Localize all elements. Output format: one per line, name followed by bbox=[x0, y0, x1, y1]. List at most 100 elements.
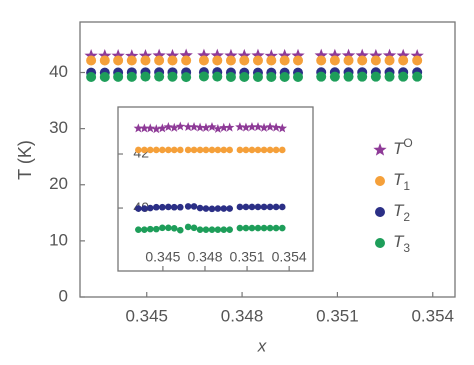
point bbox=[176, 146, 184, 154]
point bbox=[248, 203, 256, 211]
point bbox=[266, 224, 274, 232]
point bbox=[254, 146, 262, 154]
point bbox=[384, 71, 395, 82]
legend-label: TO bbox=[393, 136, 413, 158]
star-point bbox=[139, 123, 150, 133]
point bbox=[278, 203, 286, 211]
point bbox=[202, 205, 210, 212]
point bbox=[398, 55, 409, 66]
point bbox=[254, 203, 262, 211]
point bbox=[254, 224, 262, 232]
star-point bbox=[271, 122, 281, 132]
point bbox=[135, 205, 142, 212]
point bbox=[266, 72, 277, 82]
point bbox=[167, 55, 178, 66]
point bbox=[343, 55, 354, 66]
point bbox=[176, 203, 184, 211]
point bbox=[248, 224, 256, 232]
point bbox=[170, 225, 178, 232]
point bbox=[357, 71, 368, 82]
star-point bbox=[183, 121, 193, 132]
star-point bbox=[175, 121, 186, 131]
point bbox=[220, 146, 228, 154]
star-point bbox=[219, 122, 229, 132]
star-point bbox=[251, 48, 265, 62]
point bbox=[198, 71, 209, 82]
y-tick-label: 20 bbox=[49, 174, 68, 193]
point bbox=[272, 203, 280, 211]
legend-marker bbox=[375, 176, 385, 186]
point bbox=[278, 224, 286, 232]
point bbox=[412, 55, 423, 66]
point bbox=[190, 203, 198, 210]
point bbox=[236, 146, 244, 154]
star-point bbox=[163, 121, 174, 132]
point bbox=[140, 71, 151, 82]
point bbox=[293, 55, 304, 66]
x-tick-label: 0.351 bbox=[316, 306, 359, 325]
point bbox=[126, 55, 137, 66]
point bbox=[170, 203, 178, 211]
point bbox=[135, 226, 142, 233]
star-point bbox=[237, 48, 251, 62]
point bbox=[165, 203, 172, 211]
point bbox=[272, 224, 280, 232]
star-point bbox=[396, 48, 410, 62]
point bbox=[135, 146, 142, 154]
legend-label: T2 bbox=[393, 201, 410, 224]
x-tick-label: 0.345 bbox=[125, 306, 168, 325]
point bbox=[202, 146, 210, 154]
point bbox=[99, 55, 110, 66]
point bbox=[239, 55, 250, 66]
point bbox=[141, 146, 148, 154]
point bbox=[212, 55, 223, 66]
point bbox=[152, 225, 160, 233]
star-point bbox=[328, 48, 342, 62]
x-tick-label: 0.354 bbox=[411, 306, 454, 325]
point bbox=[260, 146, 268, 154]
star-point bbox=[195, 122, 205, 132]
legend-label: T1 bbox=[393, 170, 410, 193]
point bbox=[266, 203, 274, 211]
star-point bbox=[213, 123, 223, 133]
star-point bbox=[111, 48, 125, 62]
point bbox=[272, 146, 280, 154]
point bbox=[316, 71, 327, 82]
star-point bbox=[224, 48, 238, 62]
point bbox=[226, 226, 233, 233]
point bbox=[226, 205, 233, 212]
point bbox=[165, 146, 172, 154]
point bbox=[152, 203, 160, 211]
point bbox=[113, 71, 124, 82]
star-point bbox=[169, 122, 180, 132]
y-tick-label: 42 bbox=[133, 145, 149, 161]
point bbox=[196, 226, 204, 233]
point bbox=[316, 55, 327, 66]
y-tick-label: 30 bbox=[49, 118, 68, 137]
point bbox=[113, 55, 124, 66]
point bbox=[266, 55, 277, 66]
x-tick-label: 0.351 bbox=[230, 249, 265, 265]
point bbox=[159, 224, 166, 232]
point bbox=[152, 146, 160, 154]
point bbox=[159, 146, 166, 154]
star-point bbox=[341, 48, 356, 62]
point bbox=[278, 146, 286, 154]
x-tick-label: 0.354 bbox=[272, 249, 307, 265]
star-point bbox=[355, 48, 369, 62]
point bbox=[370, 55, 381, 66]
point bbox=[208, 146, 216, 154]
x-tick-label: 0.348 bbox=[221, 306, 264, 325]
point bbox=[225, 55, 236, 66]
star-point bbox=[314, 48, 328, 62]
point bbox=[190, 224, 198, 232]
point bbox=[398, 71, 409, 82]
point bbox=[293, 72, 304, 82]
point bbox=[184, 223, 192, 231]
star-point bbox=[210, 48, 224, 62]
point bbox=[190, 146, 198, 154]
point bbox=[198, 55, 209, 66]
point bbox=[159, 203, 166, 211]
star-point bbox=[253, 121, 263, 132]
